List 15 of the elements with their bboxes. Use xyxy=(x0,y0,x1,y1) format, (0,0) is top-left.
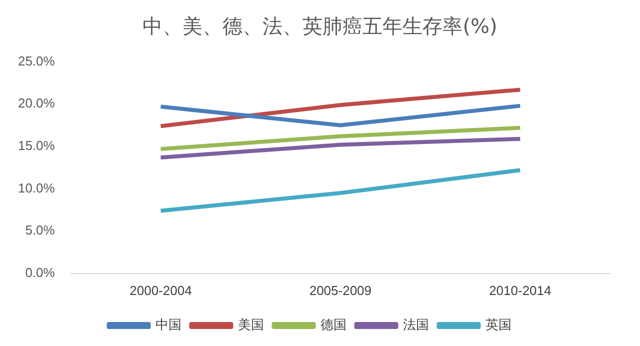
x-tick-label: 2010-2014 xyxy=(489,282,552,298)
legend-label: 中国 xyxy=(155,318,182,333)
legend-label: 英国 xyxy=(485,318,512,333)
y-tick-label: 10.0% xyxy=(18,180,56,196)
y-tick-label: 25.0% xyxy=(18,53,56,68)
x-tick-label: 2005-2009 xyxy=(309,282,372,298)
legend-label: 法国 xyxy=(402,318,429,333)
legend-label: 德国 xyxy=(320,318,346,333)
y-tick-label: 15.0% xyxy=(18,138,56,154)
chart-title: 中、美、德、法、英肺癌五年生存率(%) xyxy=(142,13,498,40)
y-tick-label: 5.0% xyxy=(25,222,56,238)
y-tick-label: 0.0% xyxy=(25,264,56,280)
x-tick-label: 2000-2004 xyxy=(130,282,192,298)
legend-label: 美国 xyxy=(238,316,264,333)
y-tick-label: 20.0% xyxy=(18,96,56,111)
